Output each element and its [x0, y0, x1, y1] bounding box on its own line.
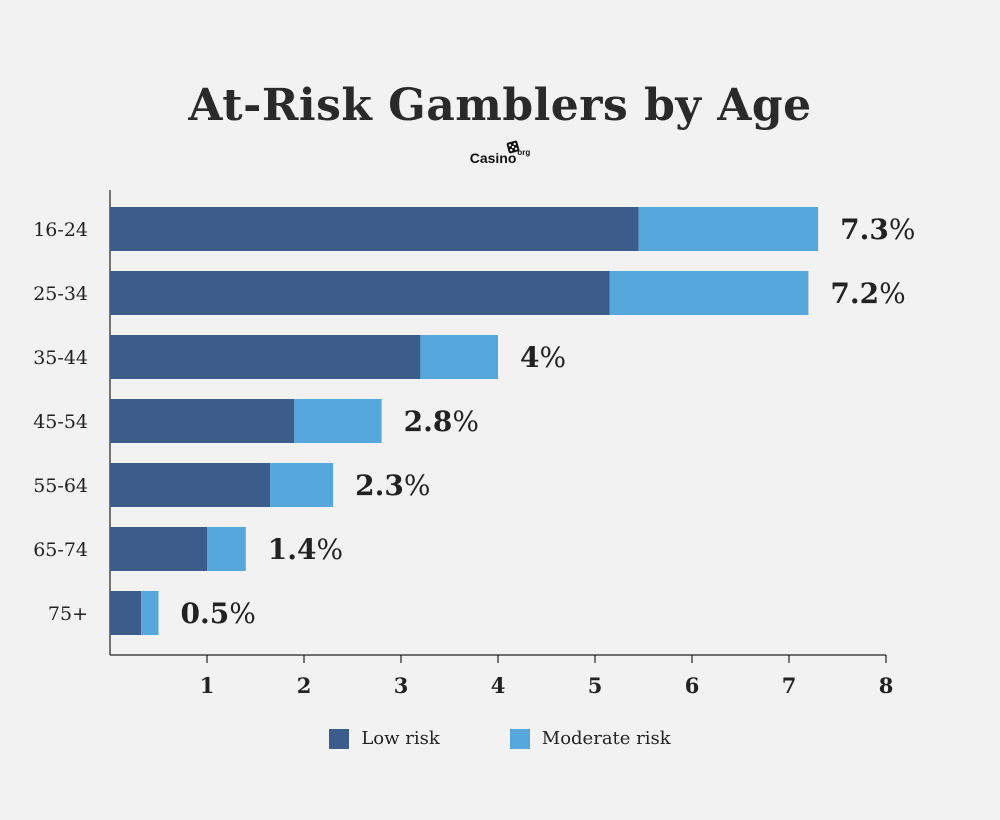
total-value-75plus: 0.5 — [181, 597, 230, 630]
total-value-25-34: 7.2 — [830, 277, 879, 310]
category-label-25-34: 25-34 — [33, 283, 88, 305]
bar-moderate-risk-55-64 — [270, 463, 334, 507]
total-label-45-54: 2.8% — [404, 405, 479, 438]
total-label-75plus: 0.5% — [181, 597, 256, 630]
total-value-16-24: 7.3 — [840, 213, 889, 246]
category-label-45-54: 45-54 — [33, 411, 88, 433]
bar-moderate-risk-25-34 — [609, 271, 809, 315]
legend-item-moderate-risk: Moderate risk — [509, 728, 671, 749]
legend: Low risk Moderate risk — [0, 728, 1000, 749]
bar-moderate-risk-45-54 — [294, 399, 382, 443]
total-label-16-24: 7.3% — [840, 213, 915, 246]
bar-low-risk-35-44 — [110, 335, 421, 379]
bar-moderate-risk-16-24 — [638, 207, 819, 251]
legend-label-low-risk: Low risk — [361, 728, 440, 749]
category-label-55-64: 55-64 — [33, 475, 88, 497]
category-label-35-44: 35-44 — [33, 347, 88, 369]
x-tick-label-8: 8 — [879, 673, 894, 698]
total-value-55-64: 2.3 — [355, 469, 404, 502]
legend-label-moderate-risk: Moderate risk — [541, 728, 671, 749]
bar-low-risk-45-54 — [110, 399, 295, 443]
total-suffix-75plus: % — [229, 597, 256, 630]
total-label-65-74: 1.4% — [268, 533, 343, 566]
x-tick-label-4: 4 — [491, 673, 506, 698]
total-suffix-65-74: % — [317, 533, 344, 566]
category-label-16-24: 16-24 — [33, 219, 88, 241]
total-suffix-25-34: % — [879, 277, 906, 310]
total-label-35-44: 4% — [520, 341, 566, 374]
brand-name: Casino — [469, 150, 517, 166]
bar-low-risk-65-74 — [110, 527, 207, 571]
bar-low-risk-75plus — [110, 591, 142, 635]
x-tick-label-2: 2 — [297, 673, 312, 698]
legend-swatch-moderate-risk — [509, 728, 530, 749]
brand-logo: Casinoorg — [0, 140, 1000, 167]
total-label-55-64: 2.3% — [355, 469, 430, 502]
x-tick-label-7: 7 — [782, 673, 797, 698]
legend-item-low-risk: Low risk — [329, 728, 440, 749]
total-suffix-16-24: % — [889, 213, 916, 246]
total-suffix-35-44: % — [539, 341, 566, 374]
bar-low-risk-16-24 — [110, 207, 639, 251]
total-value-45-54: 2.8 — [404, 405, 453, 438]
total-suffix-45-54: % — [452, 405, 479, 438]
dice-icon — [506, 140, 520, 154]
brand-suffix: org — [517, 148, 531, 157]
total-label-25-34: 7.2% — [830, 277, 905, 310]
total-value-65-74: 1.4 — [268, 533, 317, 566]
chart-title: At-Risk Gamblers by Age — [188, 80, 812, 131]
x-tick-label-3: 3 — [394, 673, 409, 698]
bar-low-risk-55-64 — [110, 463, 271, 507]
category-label-75plus: 75+ — [48, 603, 88, 625]
legend-swatch-low-risk — [329, 728, 350, 749]
category-label-65-74: 65-74 — [33, 539, 88, 561]
total-value-35-44: 4 — [520, 341, 539, 374]
total-suffix-55-64: % — [404, 469, 431, 502]
x-tick-label-6: 6 — [685, 673, 700, 698]
bar-moderate-risk-65-74 — [207, 527, 246, 571]
bar-moderate-risk-35-44 — [420, 335, 498, 379]
bar-low-risk-25-34 — [110, 271, 610, 315]
x-tick-label-5: 5 — [588, 673, 603, 698]
bar-moderate-risk-75plus — [141, 591, 159, 635]
x-tick-label-1: 1 — [200, 673, 215, 698]
